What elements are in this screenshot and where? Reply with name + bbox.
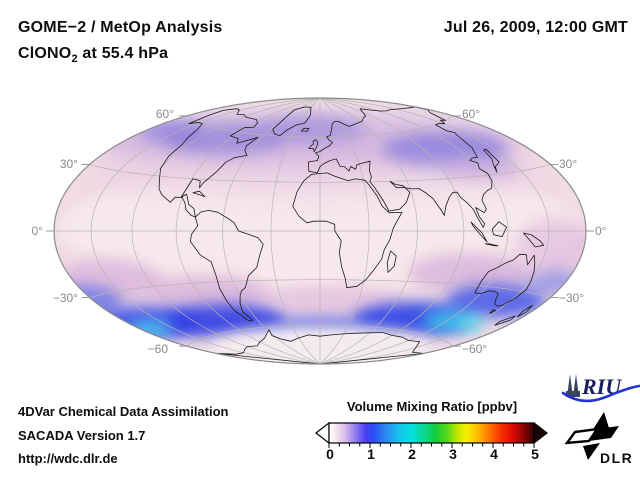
riu-logo-text: RIU [581, 374, 622, 399]
colorbar-right-arrow [533, 421, 548, 445]
footer-assimilation: 4DVar Chemical Data Assimilation [18, 404, 229, 419]
lat-label-right-30: 30° [559, 157, 578, 171]
lat-label-left-30: 30° [59, 157, 78, 171]
lat-label-right-60: 60° [462, 107, 481, 121]
riu-logo: RIU [561, 374, 640, 403]
page-subtitle: ClONO2 at 55.4 hPa [18, 45, 169, 66]
lat-label-right-m60: −60° [462, 342, 488, 356]
page-title-line1: GOME−2 / MetOp Analysis [18, 19, 223, 36]
dlr-logo-text: DLR [600, 450, 633, 466]
colorbar-left-arrow [315, 421, 330, 445]
colorbar-tick-marks [328, 443, 535, 448]
lat-label-left-m60: −60 [147, 342, 168, 356]
colorbar-tick-4: 4 [490, 446, 498, 462]
colorbar-tick-2: 2 [408, 446, 416, 462]
species-subscript: 2 [71, 53, 78, 66]
lat-label-left-m30: −30° [52, 291, 78, 305]
lat-label-right-0: 0° [595, 224, 607, 238]
lat-label-right-m30: −30° [559, 291, 585, 305]
dlr-logo: DLR [564, 412, 633, 466]
riu-swoosh [561, 384, 640, 403]
footer-version: SACADA Version 1.7 [18, 428, 146, 443]
colorbar [315, 421, 548, 448]
colorbar-tick-0: 0 [326, 446, 334, 462]
colorbar-gradient-bar [328, 422, 535, 444]
colorbar-title: Volume Mixing Ratio [ppbv] [346, 399, 518, 414]
level-label: at 55.4 hPa [77, 45, 169, 62]
lat-label-left-60: 60° [155, 107, 174, 121]
graticule [54, 98, 586, 364]
map-field [54, 98, 586, 364]
lat-label-left-0: 0° [31, 224, 43, 238]
coastlines [158, 106, 544, 364]
timestamp: Jul 26, 2009, 12:00 GMT [443, 19, 628, 36]
footer-url: http://wdc.dlr.de [18, 451, 118, 466]
dlr-emblem-icon [564, 412, 619, 460]
species-label: ClONO [18, 45, 72, 62]
page-title: GOME−2 / MetOp Analysis [18, 19, 223, 37]
colorbar-tick-1: 1 [367, 446, 375, 462]
colorbar-tick-3: 3 [449, 446, 457, 462]
colorbar-tick-5: 5 [531, 446, 539, 462]
lat-ticks [46, 115, 594, 347]
cologne-cathedral-icon [566, 374, 580, 397]
